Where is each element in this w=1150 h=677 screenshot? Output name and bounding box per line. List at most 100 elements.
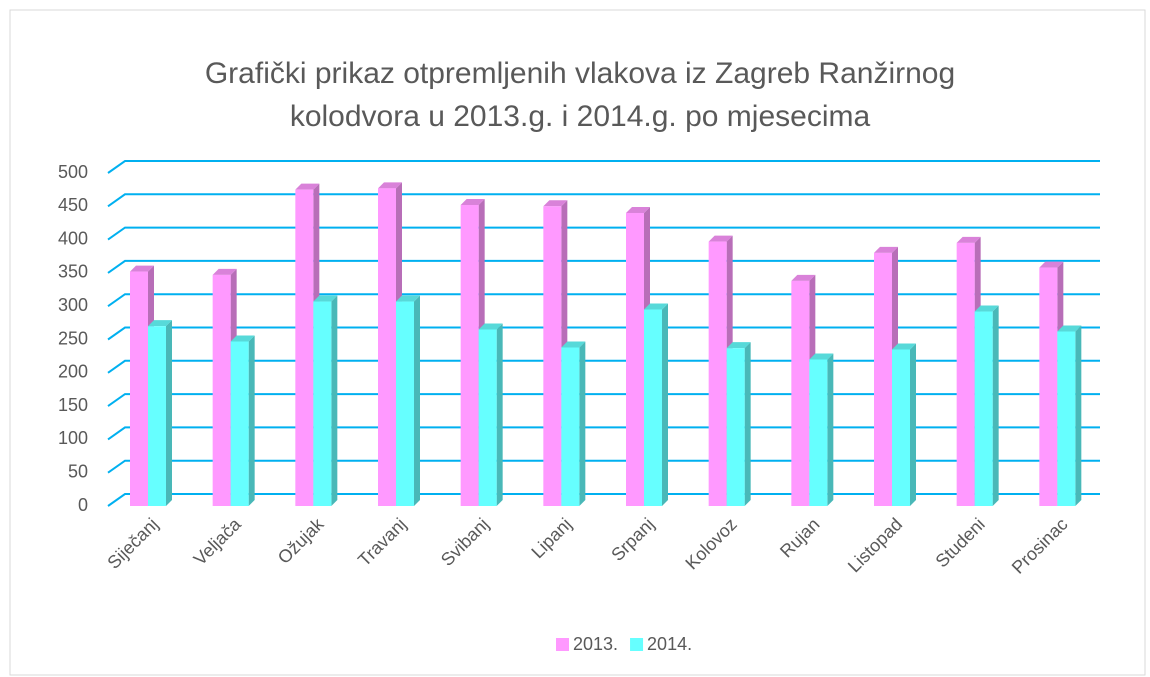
chart-title: kolodvora u 2013.g. i 2014.g. po mjeseci… <box>290 100 871 133</box>
bar-front <box>543 206 562 507</box>
grid-line <box>107 426 1100 441</box>
bar-front <box>478 329 497 506</box>
bar <box>974 305 999 506</box>
grid-line <box>107 326 1100 341</box>
bar-front <box>561 347 580 506</box>
bar-side <box>744 342 751 506</box>
bar-top <box>809 353 834 360</box>
bar <box>809 353 834 506</box>
bar-top <box>1039 261 1064 268</box>
legend-swatch <box>630 638 644 651</box>
bar-front <box>230 341 249 506</box>
bar-top <box>313 295 338 302</box>
bar-front <box>313 301 332 506</box>
bar-top <box>974 305 999 312</box>
bar-front <box>295 189 314 506</box>
bar-front <box>212 274 231 506</box>
bar-side <box>331 295 338 506</box>
bar-side <box>166 320 172 506</box>
bar-top <box>561 341 586 348</box>
y-tick-label: 50 <box>68 461 88 481</box>
bar-top <box>726 342 751 349</box>
y-tick-label: 400 <box>58 228 88 248</box>
bar <box>396 295 420 506</box>
bar-front <box>378 188 396 506</box>
bar-front <box>460 204 479 506</box>
bar-top <box>626 206 650 213</box>
grid-line <box>107 459 1100 474</box>
grid-line <box>107 259 1100 274</box>
grid-line <box>107 226 1100 241</box>
y-tick-label: 450 <box>58 195 88 215</box>
bar <box>892 343 916 506</box>
bar <box>148 320 172 506</box>
bar-side <box>992 305 999 506</box>
bar-front <box>148 326 166 506</box>
bar-side <box>662 303 668 506</box>
bar-top <box>130 265 154 272</box>
grid-line <box>107 359 1100 374</box>
bar-front <box>791 280 810 506</box>
bar-side <box>414 295 420 506</box>
bar-front <box>726 348 745 506</box>
y-tick-label: 150 <box>58 395 88 415</box>
bar-side <box>827 353 834 506</box>
bar-top <box>378 182 402 189</box>
bar <box>230 335 255 506</box>
bar-front <box>974 311 993 506</box>
bar-top <box>956 236 981 243</box>
grid-line <box>107 393 1100 407</box>
bar-side <box>579 341 586 506</box>
bar <box>644 303 668 506</box>
bar-side <box>910 343 916 506</box>
bar-front <box>892 349 910 506</box>
grid-line <box>107 193 1100 208</box>
y-tick-label: 200 <box>58 362 88 382</box>
bar <box>1057 325 1082 506</box>
bar-side <box>1075 325 1082 506</box>
bar-top <box>460 198 485 205</box>
bar-front <box>396 301 414 506</box>
grid-line <box>107 293 1100 308</box>
grid-line <box>107 493 1100 507</box>
bar-top <box>148 320 172 327</box>
bar-top <box>478 323 503 330</box>
bar-front <box>644 309 662 506</box>
bar <box>561 341 586 506</box>
bar-front <box>130 271 148 506</box>
legend-label: 2014. <box>647 634 692 654</box>
bar-top <box>230 335 255 342</box>
y-tick-label: 250 <box>58 328 88 348</box>
bar-top <box>1057 325 1082 332</box>
bar-front <box>708 241 727 506</box>
bar-top <box>892 343 916 350</box>
bar-top <box>644 303 668 310</box>
bar <box>478 323 503 506</box>
bar-top <box>543 200 568 207</box>
chart-title: Grafički prikaz otpremljenih vlakova iz … <box>205 57 955 90</box>
bar-front <box>874 252 892 506</box>
bar-side <box>496 323 503 506</box>
grid-line <box>107 160 1100 174</box>
bar-side <box>248 335 255 506</box>
bar-top <box>295 183 320 190</box>
y-tick-label: 350 <box>58 262 88 282</box>
bar-top <box>396 295 420 302</box>
bar-front <box>1039 267 1058 506</box>
bar-front <box>626 212 644 506</box>
bar-front <box>956 242 975 506</box>
bar-front <box>809 359 828 506</box>
bar <box>313 295 338 506</box>
bar-top <box>212 268 237 275</box>
legend-swatch <box>556 638 569 651</box>
y-tick-label: 0 <box>78 495 88 515</box>
y-tick-label: 500 <box>58 162 88 182</box>
bar-top <box>874 246 898 253</box>
y-tick-label: 300 <box>58 295 88 315</box>
y-tick-label: 100 <box>58 428 88 448</box>
bar-top <box>791 274 816 281</box>
bar-front <box>1057 331 1076 506</box>
legend-label: 2013. <box>573 634 618 654</box>
bar <box>726 342 751 506</box>
